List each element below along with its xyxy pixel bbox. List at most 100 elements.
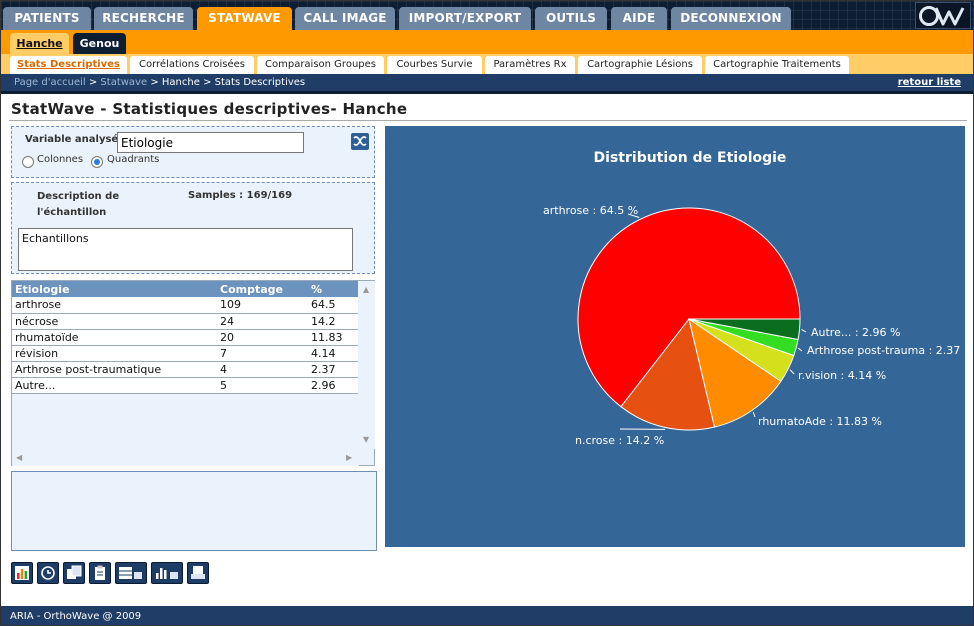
table-row[interactable]: Autre... 5 2.96	[12, 377, 358, 394]
table-cell: 5	[217, 377, 308, 394]
chart-export-icon[interactable]	[151, 562, 183, 584]
column-header-comptage[interactable]: Comptage	[217, 281, 308, 297]
clipboard-icon[interactable]	[89, 562, 111, 584]
table-cell: 2.96	[308, 377, 358, 394]
pie-slice[interactable]	[577, 207, 801, 408]
pie-chart: Distribution de Etiologie arthrose : 64.…	[543, 150, 960, 447]
tab-outils[interactable]: OUTILS	[535, 7, 607, 30]
breadcrumb-separator: >	[88, 77, 98, 88]
scroll-right-icon[interactable]: ▶	[346, 453, 353, 462]
table-cell: Arthrose post-traumatique	[12, 361, 217, 378]
breadcrumb-statwave[interactable]: Statwave	[100, 77, 148, 88]
table-cell: nécrose	[12, 313, 217, 330]
breadcrumb-home[interactable]: Page d'accueil	[14, 77, 86, 88]
table-horizontal-scrollbar[interactable]: ◀ ▶	[12, 450, 359, 466]
variable-input[interactable]	[117, 132, 304, 153]
tab-courbes-survie[interactable]: Courbes Survie	[387, 56, 482, 74]
column-header-percent[interactable]: %	[308, 281, 358, 297]
table-cell: 64.5	[308, 297, 358, 314]
samples-count: Samples : 169/169	[188, 190, 293, 201]
print-icon[interactable]	[187, 562, 209, 584]
retour-liste-link[interactable]: retour liste	[897, 77, 961, 88]
tab-recherche[interactable]: RECHERCHE	[94, 7, 193, 30]
pie-leader-line	[789, 369, 795, 375]
pie-slice[interactable]	[688, 318, 801, 341]
table-vertical-scrollbar[interactable]: ▲ ▼	[359, 281, 375, 449]
table-row[interactable]: arthrose 109 64.5	[12, 297, 358, 314]
tab-deconnexion[interactable]: DECONNEXION	[671, 7, 791, 30]
breadcrumb-separator: >	[203, 77, 212, 88]
swap-icon[interactable]	[351, 133, 369, 150]
table-export-icon[interactable]	[115, 562, 147, 584]
ow-logo	[915, 2, 971, 29]
table-cell: 2.37	[308, 361, 358, 378]
scroll-up-icon[interactable]: ▲	[363, 285, 370, 294]
breadcrumb-hanche: Hanche	[161, 77, 200, 88]
footer: ARIA - OrthoWave @ 2009	[1, 606, 973, 625]
tab-import-export[interactable]: IMPORT/EXPORT	[399, 7, 531, 30]
pie-slice-label: rhumatoAde : 11.83 %	[758, 415, 882, 428]
breadcrumb-separator: >	[150, 77, 159, 88]
tab-genou[interactable]: Genou	[73, 33, 126, 54]
radio-colonnes[interactable]	[22, 156, 34, 168]
sub-nav-bar: Hanche Genou	[1, 30, 973, 54]
table-cell: 24	[217, 313, 308, 330]
main-nav-bar: PATIENTS RECHERCHE STATWAVE CALL IMAGE I…	[1, 1, 973, 30]
pie-slice-label: Arthrose post-trauma : 2.37	[807, 344, 960, 357]
radio-quadrants[interactable]	[91, 156, 103, 168]
pie-leader-line	[627, 213, 640, 219]
breadcrumb-bar: Page d'accueil > Statwave > Hanche > Sta…	[1, 74, 973, 94]
pie-slice[interactable]	[688, 317, 782, 428]
table-cell: arthrose	[12, 297, 217, 314]
description-panel: Description de l'échantillon Samples : 1…	[11, 182, 375, 274]
echantillons-textarea[interactable]: Echantillons	[18, 228, 353, 271]
tab-hanche[interactable]: Hanche	[10, 33, 69, 54]
copy-icon[interactable]	[63, 562, 85, 584]
pie-slice-label: n.crose : 14.2 %	[575, 434, 664, 447]
bar-chart-icon[interactable]	[11, 562, 33, 584]
pie-slice-label: arthrose : 64.5 %	[543, 204, 638, 217]
variable-label: Variable analysée	[25, 134, 125, 145]
tab-statwave[interactable]: STATWAVE	[197, 7, 292, 30]
tab-call-image[interactable]: CALL IMAGE	[295, 7, 395, 30]
title-divider	[9, 120, 967, 121]
table-cell: Autre...	[12, 377, 217, 394]
table-row[interactable]: révision 7 4.14	[12, 345, 358, 362]
breadcrumb: Page d'accueil > Statwave > Hanche > Sta…	[14, 74, 305, 92]
pie-leader-line	[797, 347, 803, 352]
tab-correlations-croisees[interactable]: Corrélations Croisées	[130, 56, 254, 74]
tab-patients[interactable]: PATIENTS	[3, 7, 91, 30]
radio-quadrants-label: Quadrants	[107, 154, 160, 165]
table-cell: 14.2	[308, 313, 358, 330]
pie-slice-label: Autre... : 2.96 %	[811, 326, 901, 339]
pie-slice[interactable]	[620, 317, 716, 431]
refresh-icon[interactable]	[37, 562, 59, 584]
table-cell: révision	[12, 345, 217, 362]
scroll-down-icon[interactable]: ▼	[363, 435, 370, 444]
tab-stats-descriptives[interactable]: Stats Descriptives	[10, 56, 127, 74]
tab-cartographie-traitements[interactable]: Cartographie Traitements	[705, 56, 849, 74]
etiologie-table: Etiologie Comptage % arthrose 109 64.5 n…	[11, 280, 375, 466]
notes-textarea[interactable]	[11, 471, 377, 551]
tab-comparaison-groupes[interactable]: Comparaison Groupes	[257, 56, 384, 74]
table-row[interactable]: rhumatoïde 20 11.83	[12, 329, 358, 346]
table-cell: 4	[217, 361, 308, 378]
table-row[interactable]: nécrose 24 14.2	[12, 313, 358, 330]
table-row[interactable]: Arthrose post-traumatique 4 2.37	[12, 361, 358, 378]
variable-panel: Variable analysée Colonnes Quadrants	[11, 126, 375, 178]
pie-slice-label: r.vision : 4.14 %	[798, 369, 886, 382]
breadcrumb-current: Stats Descriptives	[214, 77, 306, 88]
pie-leader-line	[752, 411, 756, 418]
tab-cartographie-lesions[interactable]: Cartographie Lésions	[578, 56, 702, 74]
page-title: StatWave - Statistiques descriptives- Ha…	[11, 100, 408, 118]
column-header-etiologie[interactable]: Etiologie	[12, 281, 217, 297]
tool-nav-bar: Stats Descriptives Corrélations Croisées…	[1, 54, 973, 74]
description-label: Description de l'échantillon	[37, 191, 120, 218]
scroll-left-icon[interactable]: ◀	[16, 453, 23, 462]
pie-chart-panel: Distribution de Etiologie arthrose : 64.…	[385, 126, 965, 547]
tab-aide[interactable]: AIDE	[611, 7, 667, 30]
tab-parametres-rx[interactable]: Paramètres Rx	[485, 56, 575, 74]
table-cell: 109	[217, 297, 308, 314]
pie-leader-line	[801, 329, 807, 333]
